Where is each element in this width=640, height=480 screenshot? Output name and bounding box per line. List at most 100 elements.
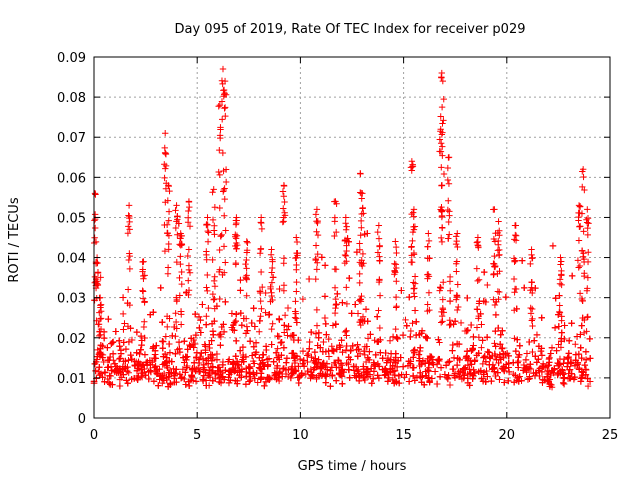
data-point <box>393 264 400 272</box>
data-point <box>217 341 224 349</box>
data-point <box>209 363 217 370</box>
data-point <box>91 360 99 368</box>
data-point <box>293 278 300 286</box>
data-point <box>139 287 146 294</box>
data-point <box>246 338 254 345</box>
data-point <box>222 166 230 173</box>
data-point <box>134 376 141 383</box>
data-point <box>124 286 132 293</box>
data-point <box>393 249 400 257</box>
data-point <box>305 275 313 283</box>
data-point <box>296 355 304 363</box>
data-point <box>143 362 151 369</box>
data-point <box>394 357 402 365</box>
data-point <box>272 371 280 378</box>
data-point <box>489 365 496 372</box>
data-point <box>572 357 579 364</box>
data-point <box>438 308 445 316</box>
data-point <box>382 368 389 376</box>
data-point <box>222 298 229 306</box>
data-point <box>408 243 415 250</box>
data-point <box>532 353 539 360</box>
data-point <box>411 223 419 230</box>
data-point <box>442 362 450 369</box>
data-point <box>221 376 228 383</box>
data-point <box>430 361 437 368</box>
data-point <box>116 376 124 383</box>
data-point <box>172 224 180 232</box>
data-point <box>91 224 99 232</box>
data-point <box>449 347 456 354</box>
data-point <box>475 334 483 341</box>
data-point <box>341 328 349 336</box>
data-point <box>161 247 169 255</box>
data-point <box>339 366 346 373</box>
data-point <box>163 221 171 228</box>
data-point <box>268 289 275 296</box>
data-point <box>120 371 127 378</box>
data-point <box>358 224 365 231</box>
data-point <box>342 220 349 227</box>
data-point <box>191 340 199 348</box>
data-point <box>153 342 160 349</box>
data-point <box>341 237 349 245</box>
data-point <box>364 373 372 380</box>
data-point <box>452 240 460 248</box>
data-point <box>156 365 163 373</box>
data-point <box>163 354 171 361</box>
data-point <box>444 176 452 184</box>
data-point <box>235 362 243 370</box>
data-point <box>291 359 299 367</box>
data-point <box>151 368 159 376</box>
data-point <box>584 206 591 213</box>
data-point <box>359 313 367 320</box>
data-point <box>575 237 583 244</box>
data-point <box>583 216 590 223</box>
data-point <box>535 343 543 350</box>
data-point <box>415 351 423 358</box>
data-point <box>452 233 460 240</box>
data-point <box>438 103 446 111</box>
data-point <box>181 375 188 383</box>
data-point <box>512 285 520 293</box>
data-point <box>469 346 476 353</box>
data-point <box>121 320 128 327</box>
data-point <box>268 246 275 253</box>
data-point <box>325 335 332 343</box>
data-point <box>250 360 258 367</box>
data-point <box>195 359 203 367</box>
data-point <box>124 380 131 387</box>
data-point <box>463 348 471 355</box>
data-point <box>411 293 418 300</box>
data-point <box>359 190 366 197</box>
data-point <box>451 318 459 325</box>
data-point <box>177 260 184 268</box>
data-point <box>267 283 274 291</box>
y-tick-label: 0 <box>78 412 86 427</box>
data-point <box>162 333 170 340</box>
data-point <box>491 340 498 347</box>
data-point <box>203 313 210 320</box>
data-point <box>538 314 545 322</box>
data-point <box>584 313 592 321</box>
data-point <box>437 364 445 371</box>
data-point <box>475 276 483 284</box>
data-point <box>97 331 104 338</box>
data-point <box>521 284 528 292</box>
data-point <box>139 268 146 275</box>
data-point <box>216 171 223 179</box>
data-point <box>97 325 105 333</box>
data-point <box>159 374 166 382</box>
data-point <box>406 293 413 301</box>
data-point <box>564 363 571 370</box>
data-point <box>196 324 203 332</box>
data-point <box>418 330 425 337</box>
data-point <box>474 234 482 241</box>
data-point <box>583 328 590 335</box>
data-point <box>162 150 169 157</box>
data-point <box>368 380 375 387</box>
data-point <box>211 283 219 290</box>
data-point <box>526 338 533 346</box>
data-point <box>511 307 518 314</box>
data-point <box>560 374 567 381</box>
